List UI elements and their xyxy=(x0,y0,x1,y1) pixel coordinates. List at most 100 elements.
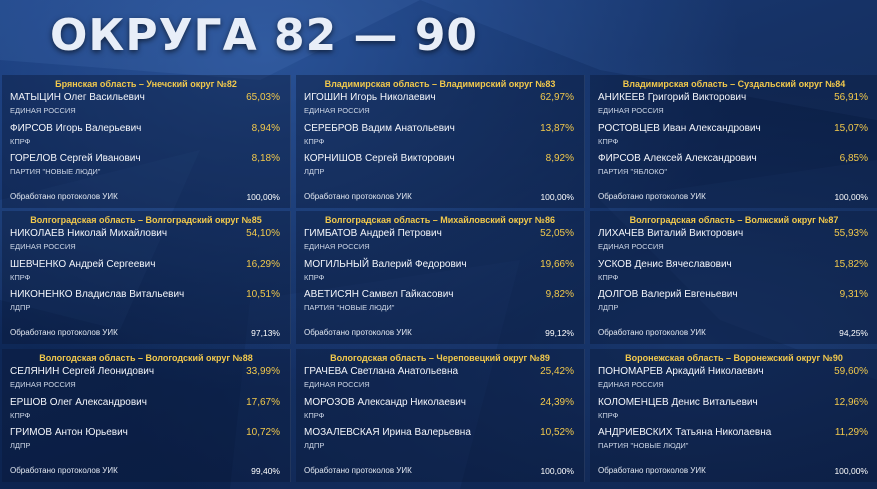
candidate-row: МОРОЗОВ Александр Николаевич КПРФ 24,39% xyxy=(304,397,574,421)
candidate-name: РОСТОВЦЕВ Иван Александрович xyxy=(598,123,761,134)
processed-value: 99,40% xyxy=(251,466,280,476)
candidate-percent: 33,99% xyxy=(246,366,280,377)
candidate-party: ПАРТИЯ "ЯБЛОКО" xyxy=(598,167,668,176)
candidate-party: КПРФ xyxy=(10,411,31,420)
candidate-percent: 11,29% xyxy=(834,427,868,438)
candidate-party: КПРФ xyxy=(304,411,325,420)
processed-row: Обработано протоколов УИК 100,00% xyxy=(304,192,574,204)
processed-value: 97,13% xyxy=(251,328,280,338)
candidate-party: КПРФ xyxy=(304,273,325,282)
candidate-row: ШЕВЧЕНКО Андрей Сергеевич КПРФ 16,29% xyxy=(10,259,280,283)
processed-label: Обработано протоколов УИК xyxy=(10,192,118,201)
district-header: Владимирская область – Владимирский окру… xyxy=(324,79,556,89)
processed-row: Обработано протоколов УИК 100,00% xyxy=(304,466,574,478)
candidate-name: СЕРЕБРОВ Вадим Анатольевич xyxy=(304,123,455,134)
candidate-name: НИКОЛАЕВ Николай Михайлович xyxy=(10,228,168,239)
processed-row: Обработано протоколов УИК 97,13% xyxy=(10,328,280,340)
candidate-row: НИКОЛАЕВ Николай Михайлович ЕДИНАЯ РОССИЯ… xyxy=(10,228,280,252)
candidate-name: ГОРЕЛОВ Сергей Иванович xyxy=(10,153,141,164)
candidate-row: АВЕТИСЯН Самвел Гайкасович ПАРТИЯ "НОВЫЕ … xyxy=(304,289,574,313)
district-panel: Волгоградская область – Михайловский окр… xyxy=(296,211,585,344)
candidate-percent: 62,97% xyxy=(540,92,574,103)
page-title: ОКРУГА 82 — 90 xyxy=(50,10,479,61)
candidate-name: ЛИХАЧЕВ Виталий Викторович xyxy=(598,228,744,239)
candidate-party: ПАРТИЯ "НОВЫЕ ЛЮДИ" xyxy=(10,167,101,176)
candidate-row: СЕЛЯНИН Сергей Леонидович ЕДИНАЯ РОССИЯ 33… xyxy=(10,366,280,390)
candidate-name: ГРИМОВ Антон Юрьевич xyxy=(10,427,128,438)
candidate-name: МОГИЛЬНЫЙ Валерий Федорович xyxy=(304,259,467,270)
candidate-party: КПРФ xyxy=(10,273,31,282)
processed-label: Обработано протоколов УИК xyxy=(10,328,118,337)
candidate-party: ПАРТИЯ "НОВЫЕ ЛЮДИ" xyxy=(304,303,395,312)
candidate-row: КОРНИШОВ Сергей Викторович ЛДПР 8,92% xyxy=(304,153,574,177)
candidate-percent: 15,82% xyxy=(834,259,868,270)
candidate-name: АВЕТИСЯН Самвел Гайкасович xyxy=(304,289,454,300)
processed-value: 100,00% xyxy=(834,192,868,202)
candidate-party: ЕДИНАЯ РОССИЯ xyxy=(10,106,76,115)
candidate-row: МОГИЛЬНЫЙ Валерий Федорович КПРФ 19,66% xyxy=(304,259,574,283)
candidate-row: МОЗАЛЕВСКАЯ Ирина Валерьевна ЛДПР 10,52% xyxy=(304,427,574,451)
candidate-name: ПОНОМАРЕВ Аркадий Николаевич xyxy=(598,366,764,377)
candidate-party: ЕДИНАЯ РОССИЯ xyxy=(598,380,664,389)
candidate-percent: 52,05% xyxy=(540,228,574,239)
district-panel: Воронежская область – Воронежский округ … xyxy=(590,349,877,482)
candidate-percent: 13,87% xyxy=(540,123,574,134)
candidate-party: ЕДИНАЯ РОССИЯ xyxy=(598,242,664,251)
candidate-row: ГРИМОВ Антон Юрьевич ЛДПР 10,72% xyxy=(10,427,280,451)
candidate-percent: 59,60% xyxy=(834,366,868,377)
candidate-name: ГИМБАТОВ Андрей Петрович xyxy=(304,228,442,239)
candidate-name: ИГОШИН Игорь Николаевич xyxy=(304,92,436,103)
candidate-percent: 16,29% xyxy=(246,259,280,270)
candidate-name: МОРОЗОВ Александр Николаевич xyxy=(304,397,467,408)
processed-label: Обработано протоколов УИК xyxy=(304,466,412,475)
candidate-row: ГИМБАТОВ Андрей Петрович ЕДИНАЯ РОССИЯ 52,… xyxy=(304,228,574,252)
candidate-row: ГОРЕЛОВ Сергей Иванович ПАРТИЯ "НОВЫЕ ЛЮД… xyxy=(10,153,280,177)
candidate-name: ШЕВЧЕНКО Андрей Сергеевич xyxy=(10,259,156,270)
processed-value: 100,00% xyxy=(540,466,574,476)
candidate-name: КОРНИШОВ Сергей Викторович xyxy=(304,153,455,164)
candidate-name: ДОЛГОВ Валерий Евгеньевич xyxy=(598,289,738,300)
candidate-party: ЛДПР xyxy=(598,303,619,312)
district-header: Вологодская область – Череповецкий округ… xyxy=(330,353,550,363)
candidate-party: КПРФ xyxy=(598,411,619,420)
district-header: Волгоградская область – Волгоградский ок… xyxy=(30,215,262,225)
candidate-percent: 8,92% xyxy=(545,153,574,164)
candidate-party: ЛДПР xyxy=(10,441,31,450)
candidate-percent: 9,82% xyxy=(545,289,574,300)
processed-value: 100,00% xyxy=(834,466,868,476)
candidate-name: ФИРСОВ Алексей Александрович xyxy=(598,153,757,164)
candidate-percent: 10,52% xyxy=(540,427,574,438)
candidate-percent: 24,39% xyxy=(540,397,574,408)
district-panel: Владимирская область – Владимирский окру… xyxy=(296,75,585,208)
candidate-party: КПРФ xyxy=(304,137,325,146)
candidate-party: ЕДИНАЯ РОССИЯ xyxy=(598,106,664,115)
candidate-row: ПОНОМАРЕВ Аркадий Николаевич ЕДИНАЯ РОССИ… xyxy=(598,366,868,390)
district-panel: Вологодская область – Череповецкий округ… xyxy=(296,349,585,482)
processed-label: Обработано протоколов УИК xyxy=(598,466,706,475)
candidate-percent: 56,91% xyxy=(834,92,868,103)
candidate-percent: 55,93% xyxy=(834,228,868,239)
candidate-party: ЛДПР xyxy=(304,167,325,176)
candidate-row: НИКОНЕНКО Владислав Витальевич ЛДПР 10,51% xyxy=(10,289,280,313)
candidate-row: ИГОШИН Игорь Николаевич ЕДИНАЯ РОССИЯ 62,9… xyxy=(304,92,574,116)
candidate-row: РОСТОВЦЕВ Иван Александрович КПРФ 15,07% xyxy=(598,123,868,147)
district-panel: Брянская область – Унечский округ №82 МАТ… xyxy=(2,75,291,208)
candidate-party: ЛДПР xyxy=(304,441,325,450)
candidate-party: ЕДИНАЯ РОССИЯ xyxy=(304,380,370,389)
processed-value: 99,12% xyxy=(545,328,574,338)
candidate-name: АНИКЕЕВ Григорий Викторович xyxy=(598,92,747,103)
processed-row: Обработано протоколов УИК 100,00% xyxy=(598,466,868,478)
candidate-party: КПРФ xyxy=(10,137,31,146)
candidate-row: КОЛОМЕНЦЕВ Денис Витальевич КПРФ 12,96% xyxy=(598,397,868,421)
processed-label: Обработано протоколов УИК xyxy=(598,328,706,337)
candidate-percent: 19,66% xyxy=(540,259,574,270)
candidate-percent: 12,96% xyxy=(834,397,868,408)
candidate-name: КОЛОМЕНЦЕВ Денис Витальевич xyxy=(598,397,758,408)
processed-row: Обработано протоколов УИК 94,25% xyxy=(598,328,868,340)
candidate-row: УСКОВ Денис Вячеславович КПРФ 15,82% xyxy=(598,259,868,283)
candidate-party: ЕДИНАЯ РОССИЯ xyxy=(304,242,370,251)
candidate-percent: 10,72% xyxy=(246,427,280,438)
candidate-name: ГРАЧЕВА Светлана Анатольевна xyxy=(304,366,459,377)
processed-value: 100,00% xyxy=(540,192,574,202)
